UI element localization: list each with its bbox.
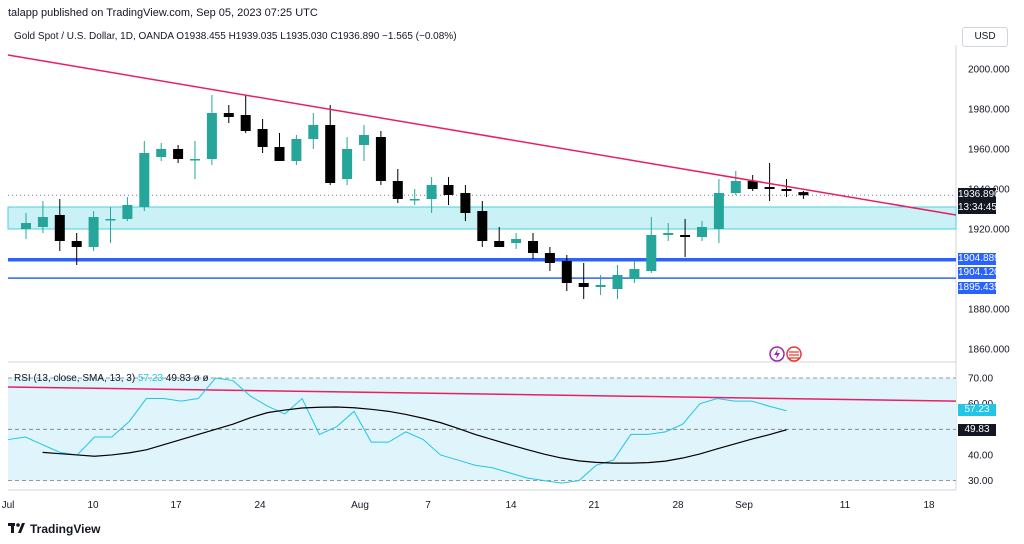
rsi-label: RSI (13, close, SMA, 13, 3) (14, 373, 136, 384)
rsi-sma-line[interactable] (42, 406, 787, 464)
candle-body[interactable] (375, 137, 386, 181)
candle-body[interactable] (173, 149, 184, 159)
price-trend-line[interactable] (7, 54, 957, 216)
level-tag-3: 1895.435 (958, 282, 1000, 294)
candle-body[interactable] (511, 239, 522, 243)
time-tick-label: 10 (87, 500, 99, 511)
candle-body[interactable] (578, 283, 589, 287)
rsi-tick-label: 70.00 (968, 374, 993, 385)
candle-body[interactable] (544, 253, 555, 263)
candle-body[interactable] (798, 192, 809, 196)
candle-body[interactable] (646, 235, 657, 271)
time-tick-label: 24 (254, 500, 266, 511)
time-tick-label: 14 (505, 500, 517, 511)
candle-body[interactable] (105, 219, 116, 221)
candle-body[interactable] (223, 113, 234, 117)
time-tick-label: 11 (840, 500, 851, 511)
candle-body[interactable] (291, 139, 302, 161)
candle-body[interactable] (54, 215, 65, 241)
time-tick-label: 21 (588, 500, 600, 511)
rsi-tick-label: 40.00 (968, 450, 993, 461)
candle-body[interactable] (595, 285, 606, 287)
ohlc-values: O1938.455 H1939.035 L1935.030 C1936.890 … (176, 31, 457, 42)
candle-body[interactable] (697, 227, 707, 237)
level-tag-1: 1904.889 (958, 253, 1000, 265)
candle-body[interactable] (561, 261, 572, 283)
candle-body[interactable] (342, 149, 353, 179)
candle-body[interactable] (629, 269, 640, 279)
us-flag-icon[interactable] (786, 346, 802, 362)
candle-body[interactable] (156, 149, 167, 157)
candle-body[interactable] (392, 181, 403, 199)
candle-body[interactable] (139, 153, 150, 207)
rsi-value: 57.23 (137, 373, 163, 384)
tradingview-logo-icon (8, 523, 25, 533)
candle-body[interactable] (21, 223, 31, 229)
candle-body[interactable] (122, 205, 133, 219)
publish-header: talapp published on TradingView.com, Sep… (8, 7, 318, 19)
brand-name: TradingView (30, 522, 101, 536)
time-tick-label: Aug (351, 500, 369, 511)
time-tick-label: Jul (2, 500, 15, 511)
candle-body[interactable] (88, 217, 99, 247)
rsi-tag: 57.23 (958, 404, 996, 416)
us-flag-stripes-icon (789, 351, 799, 359)
rsi-line[interactable] (7, 377, 787, 484)
rsi-tick-label: 30.00 (968, 476, 993, 487)
time-tick-label: 17 (170, 500, 182, 511)
candle-body[interactable] (325, 125, 336, 183)
price-tick-label: 1860.000 (968, 345, 1010, 356)
candle-body[interactable] (274, 147, 285, 161)
candle-body[interactable] (730, 181, 741, 193)
candle-body[interactable] (240, 115, 251, 131)
rsi-extra: ø ø (193, 373, 209, 384)
rsi-legend[interactable]: RSI (13, close, SMA, 13, 3) 57.23 49.83 … (14, 373, 209, 384)
price-tick-label: 1880.000 (968, 305, 1010, 316)
candle-body[interactable] (528, 241, 538, 253)
rsi-trend-line[interactable] (7, 386, 957, 402)
price-tick-label: 1920.000 (968, 225, 1010, 236)
candle-body[interactable] (443, 185, 454, 195)
candle-body[interactable] (612, 275, 623, 289)
candle-body[interactable] (747, 181, 758, 189)
time-tick-label: 18 (923, 500, 935, 511)
candle-body[interactable] (190, 159, 200, 161)
time-tick-label: Sep (735, 500, 753, 511)
current-price-label: 1936.890 (958, 189, 1000, 200)
candle-body[interactable] (71, 241, 82, 247)
level-tag-2: 1904.120 (958, 267, 1000, 279)
candle-body[interactable] (713, 193, 724, 229)
candle-body[interactable] (426, 185, 437, 199)
candle-body[interactable] (764, 187, 775, 189)
lightning-glyph-icon (774, 349, 780, 359)
price-tick-label: 1980.000 (968, 105, 1010, 116)
candle-body[interactable] (663, 233, 674, 235)
symbol-title: Gold Spot / U.S. Dollar, 1D, OANDA (14, 31, 174, 42)
candle-body[interactable] (494, 241, 505, 247)
candle-body[interactable] (460, 193, 471, 213)
symbol-legend[interactable]: Gold Spot / U.S. Dollar, 1D, OANDA O1938… (14, 31, 457, 42)
candle-body[interactable] (206, 113, 217, 159)
rsi-band (8, 378, 956, 481)
candle-body[interactable] (409, 199, 420, 201)
candle-body[interactable] (37, 217, 48, 227)
countdown-label: 13:34:45 (958, 202, 997, 213)
candle-body[interactable] (680, 235, 691, 237)
price-tick-label: 1960.000 (968, 145, 1010, 156)
rsi-sma-value: 49.83 (165, 373, 191, 384)
candle-body[interactable] (477, 211, 488, 241)
candle-body[interactable] (781, 189, 792, 191)
brand-footer[interactable]: TradingView (8, 522, 100, 536)
sma-tag: 49.83 (958, 424, 996, 436)
price-tick-label: 2000.000 (968, 65, 1010, 76)
time-tick-label: 7 (425, 500, 431, 511)
currency-button[interactable]: USD (962, 27, 1008, 47)
time-tick-label: 28 (672, 500, 684, 511)
candle-body[interactable] (359, 135, 369, 145)
candle-body[interactable] (308, 125, 319, 139)
current-price-tag: 1936.890 13:34:45 (958, 188, 1000, 214)
candle-body[interactable] (257, 129, 268, 147)
